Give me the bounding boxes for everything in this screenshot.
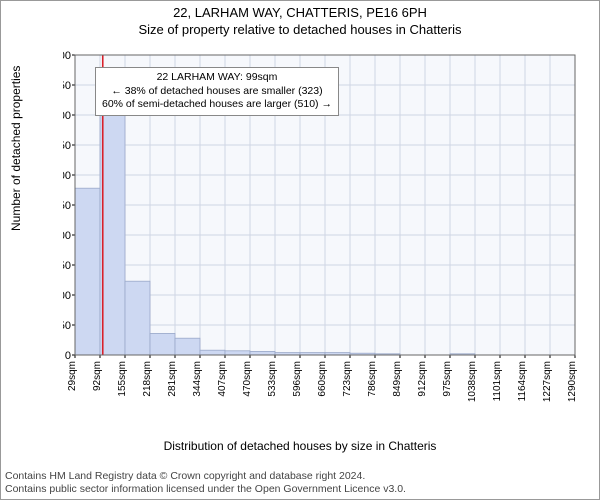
svg-text:100: 100	[63, 290, 71, 302]
svg-text:350: 350	[63, 140, 71, 152]
svg-text:723sqm: 723sqm	[342, 361, 353, 397]
svg-text:400: 400	[63, 110, 71, 122]
svg-text:344sqm: 344sqm	[192, 361, 203, 397]
footer-attribution: Contains HM Land Registry data © Crown c…	[5, 470, 595, 497]
svg-text:450: 450	[63, 80, 71, 92]
svg-text:281sqm: 281sqm	[167, 361, 178, 397]
svg-text:533sqm: 533sqm	[267, 361, 278, 397]
svg-text:300: 300	[63, 170, 71, 182]
svg-text:92sqm: 92sqm	[92, 361, 103, 391]
svg-text:500: 500	[63, 51, 71, 62]
footer-line-1: Contains HM Land Registry data © Crown c…	[5, 470, 595, 484]
annotation-line-3: 60% of semi-detached houses are larger (…	[102, 98, 332, 112]
subtitle: Size of property relative to detached ho…	[1, 22, 599, 37]
svg-text:50: 50	[63, 320, 71, 332]
svg-text:1038sqm: 1038sqm	[467, 361, 478, 402]
svg-text:407sqm: 407sqm	[217, 361, 228, 397]
annotation-line-2: ← 38% of detached houses are smaller (32…	[102, 85, 332, 99]
footer-line-2: Contains public sector information licen…	[5, 483, 595, 497]
address-title: 22, LARHAM WAY, CHATTERIS, PE16 6PH	[1, 5, 599, 20]
annotation-box: 22 LARHAM WAY: 99sqm ← 38% of detached h…	[95, 67, 339, 116]
svg-text:1101sqm: 1101sqm	[492, 361, 503, 401]
svg-text:596sqm: 596sqm	[292, 361, 303, 397]
svg-text:912sqm: 912sqm	[417, 361, 428, 397]
svg-text:1227sqm: 1227sqm	[542, 361, 553, 402]
svg-text:470sqm: 470sqm	[242, 361, 253, 397]
svg-text:0: 0	[65, 350, 71, 362]
svg-text:200: 200	[63, 230, 71, 242]
svg-text:250: 250	[63, 200, 71, 212]
svg-text:155sqm: 155sqm	[117, 361, 128, 397]
svg-text:786sqm: 786sqm	[367, 361, 378, 397]
annotation-line-1: 22 LARHAM WAY: 99sqm	[102, 71, 332, 85]
y-axis-label: Number of detached properties	[9, 66, 23, 231]
svg-text:660sqm: 660sqm	[317, 361, 328, 397]
svg-text:1164sqm: 1164sqm	[517, 361, 528, 401]
svg-text:218sqm: 218sqm	[142, 361, 153, 397]
svg-text:975sqm: 975sqm	[442, 361, 453, 397]
x-axis-label: Distribution of detached houses by size …	[1, 439, 599, 453]
svg-text:29sqm: 29sqm	[67, 361, 78, 391]
title-block: 22, LARHAM WAY, CHATTERIS, PE16 6PH Size…	[1, 1, 599, 37]
svg-text:150: 150	[63, 260, 71, 272]
svg-text:1290sqm: 1290sqm	[567, 361, 578, 402]
svg-text:849sqm: 849sqm	[392, 361, 403, 397]
